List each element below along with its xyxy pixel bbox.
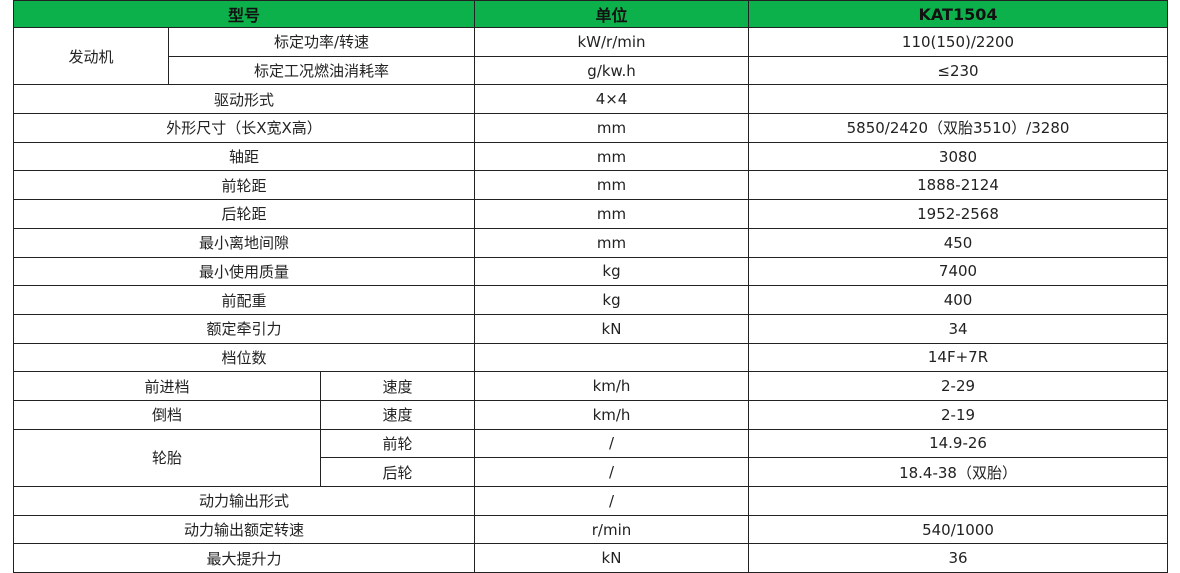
table-cell: 倒档 [13, 399, 321, 430]
table-cell: 7400 [748, 256, 1169, 287]
table-cell: 前轮 [319, 428, 476, 459]
table-cell: mm [474, 141, 750, 172]
table-cell: 发动机 [13, 26, 169, 86]
table-cell: mm [474, 113, 750, 143]
table-cell: mm [474, 170, 750, 201]
table-cell: 后轮 [319, 457, 476, 487]
table-row: 动力输出额定转速 r/min 540/1000 [12, 514, 1169, 545]
table-cell: 1952-2568 [748, 199, 1169, 229]
table-row: 后轮距 mm 1952-2568 [12, 199, 1169, 229]
table-cell: 速度 [319, 399, 476, 430]
table-cell: 3080 [748, 141, 1169, 172]
table-cell: 540/1000 [748, 514, 1169, 545]
table-cell: km/h [474, 371, 750, 401]
table-cell: g/kw.h [474, 55, 750, 86]
table-row: 外形尺寸（长X宽X高） mm 5850/2420（双胎3510）/3280 [12, 113, 1169, 143]
table-row: 驱动形式 4×4 [12, 84, 1169, 115]
header-model-label: 型号 [12, 0, 476, 28]
table-cell: 5850/2420（双胎3510）/3280 [748, 113, 1169, 143]
table-cell: 14.9-26 [748, 428, 1169, 459]
table-cell: kg [474, 256, 750, 287]
table-cell: 2-29 [748, 371, 1169, 401]
table-row: 最小使用质量 kg 7400 [12, 256, 1169, 287]
table-cell: 14F+7R [748, 342, 1169, 373]
table-cell: 动力输出形式 [12, 486, 476, 516]
table-cell: 最小使用质量 [12, 256, 476, 287]
table-cell: 2-19 [748, 399, 1169, 430]
table-cell: 轮胎 [13, 428, 321, 488]
table-row: 额定牵引力 kN 34 [12, 313, 1169, 344]
table-cell [474, 342, 750, 373]
table-cell: ≤230 [748, 55, 1169, 86]
table-cell [748, 84, 1169, 115]
table-cell: 36 [748, 543, 1169, 573]
table-cell: / [474, 457, 750, 487]
table-row: 最小离地间隙 mm 450 [12, 227, 1169, 258]
table-cell: 1888-2124 [748, 170, 1169, 201]
table-cell: 最大提升力 [12, 543, 476, 573]
table-cell: 110(150)/2200 [748, 27, 1169, 57]
table-row: 轮胎 前轮/14.9-26 [13, 428, 1169, 488]
table-cell: 外形尺寸（长X宽X高） [12, 113, 476, 143]
table-cell: r/min [474, 514, 750, 545]
table-row: 前配重 kg 400 [12, 285, 1169, 315]
table-cell: 400 [748, 285, 1169, 315]
table-row: 前进档 速度 km/h 2-29 [13, 371, 1169, 401]
table-cell: 动力输出额定转速 [12, 514, 476, 545]
table-cell: kg [474, 285, 750, 315]
table-header-row: 型号 单位 KAT1504 [12, 0, 1169, 28]
table-cell: kN [474, 543, 750, 573]
table-cell: mm [474, 227, 750, 258]
table-cell: 额定牵引力 [12, 313, 476, 344]
table-row: 倒档 速度 km/h 2-19 [13, 399, 1169, 430]
table-row: 标定工况燃油消耗率 g/kw.h ≤230 [14, 55, 1169, 86]
table-row: 前轮距 mm 1888-2124 [12, 170, 1169, 201]
table-row: 动力输出形式 / [12, 486, 1169, 516]
table-cell: / [474, 428, 750, 459]
header-unit-label: 单位 [474, 0, 750, 28]
table-row: 最大提升力 kN 36 [12, 543, 1169, 573]
table-cell: 档位数 [12, 342, 476, 373]
table-row: 发动机 标定功率/转速 kW/r/min 110(150)/2200 [13, 26, 1169, 86]
table-cell: 最小离地间隙 [12, 227, 476, 258]
header-model-value: KAT1504 [748, 0, 1169, 28]
table-cell: 轴距 [12, 141, 476, 172]
table-row: 轴距 mm 3080 [12, 141, 1169, 172]
table-cell: 驱动形式 [12, 84, 476, 115]
table-cell: 后轮距 [12, 199, 476, 229]
table-cell: 18.4-38（双胎） [748, 457, 1169, 487]
table-cell: 450 [748, 227, 1169, 258]
table-cell: 标定工况燃油消耗率 [167, 55, 476, 86]
table-cell: 前配重 [12, 285, 476, 315]
table-cell [748, 486, 1169, 516]
table-cell: mm [474, 199, 750, 229]
spec-table: 型号 单位 KAT1504 发动机 标定功率/转速 kW/r/min 110(150)… [12, 0, 1169, 573]
table-cell: kW/r/min [474, 27, 750, 57]
table-cell: km/h [474, 399, 750, 430]
table-cell: 标定功率/转速 [167, 27, 476, 57]
table-row: 后轮/18.4-38（双胎） [14, 457, 1169, 487]
table-cell: kN [474, 313, 750, 344]
table-cell: 速度 [319, 371, 476, 401]
table-cell: 4×4 [474, 84, 750, 115]
table-cell: 前轮距 [12, 170, 476, 201]
table-row: 档位数 14F+7R [12, 342, 1169, 373]
table-cell: 前进档 [13, 371, 321, 401]
table-cell: / [474, 486, 750, 516]
table-cell: 34 [748, 313, 1169, 344]
